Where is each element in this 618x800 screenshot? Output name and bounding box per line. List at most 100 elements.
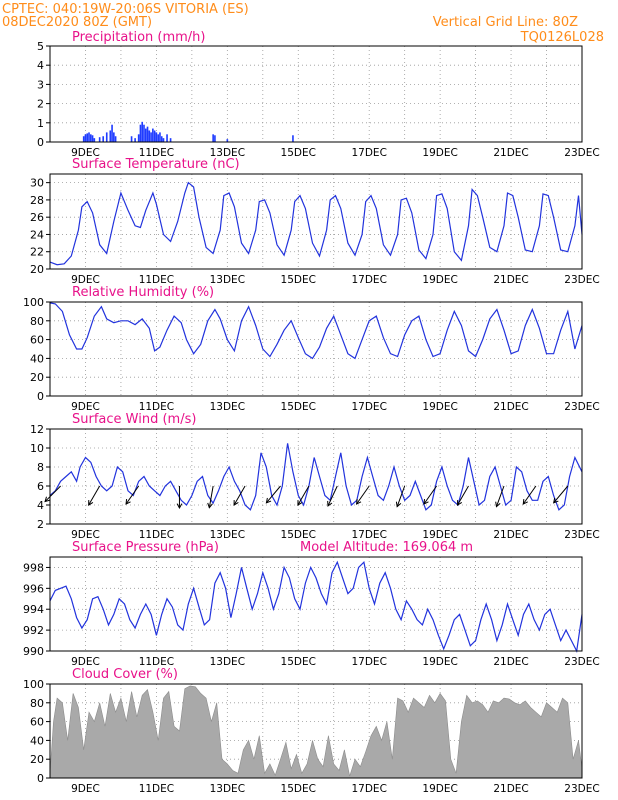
wind-xtick-label: 19DEC	[422, 529, 457, 541]
temp-series-line	[49, 181, 583, 266]
cloud-ytick-label: 0	[37, 772, 44, 785]
wind-series-line	[49, 443, 583, 511]
precip-bar	[109, 130, 112, 142]
press-xtick-label: 21DEC	[493, 656, 528, 668]
wind-xtick-label: 21DEC	[493, 529, 528, 541]
precip-bar	[169, 138, 172, 142]
wind-ytick-label: 6	[37, 480, 44, 493]
press-series-line	[49, 560, 583, 653]
precip-bar	[152, 128, 154, 142]
wind-frame	[49, 428, 583, 525]
wind-arrow	[327, 485, 338, 507]
press-ytick-label: 992	[23, 624, 44, 637]
cloud-ytick-label: 80	[30, 697, 44, 710]
cloud-ytick-label: 100	[23, 678, 44, 691]
temp-ytick-label: 26	[30, 211, 44, 224]
cloud-xtick-label: 21DEC	[493, 783, 528, 795]
precip-xtick-label: 23DEC	[564, 147, 599, 159]
precip-bar	[84, 134, 87, 142]
wind-arrow	[522, 485, 537, 505]
precip-bar	[157, 134, 159, 142]
precip-ytick-label: 3	[37, 78, 44, 91]
temp-xtick-label: 15DEC	[281, 274, 316, 286]
press-xtick-label: 15DEC	[281, 656, 316, 668]
press-xtick-label: 11DEC	[139, 656, 174, 668]
wind-xtick-label: 15DEC	[281, 529, 316, 541]
wind-xtick-label: 13DEC	[210, 529, 245, 541]
header-date: 08DEC2020 80Z (GMT)	[2, 15, 152, 30]
precip-bar	[153, 130, 156, 142]
wind-xtick-label: 17DEC	[351, 529, 386, 541]
precip-bar	[292, 135, 294, 142]
temp-xtick-label: 23DEC	[564, 274, 599, 286]
precip-bar	[134, 138, 136, 142]
precip-frame	[49, 45, 583, 143]
precip-bar	[86, 133, 89, 142]
temp-xtick-label: 11DEC	[139, 274, 174, 286]
wind-arrow	[265, 485, 281, 504]
temp-ytick-label: 30	[30, 177, 44, 190]
press-ytick-label: 998	[23, 561, 44, 574]
precip-bar	[113, 132, 115, 142]
temp-title: Surface Temperature (nC)	[72, 157, 240, 172]
cloud-xtick-label: 17DEC	[351, 783, 386, 795]
wind-ytick-label: 8	[37, 461, 44, 474]
precip-bar	[88, 132, 90, 142]
wind-ytick-label: 10	[30, 442, 44, 455]
temp-grid	[50, 174, 583, 270]
precip-bar	[143, 124, 145, 142]
wind-arrow	[395, 485, 406, 508]
temp-frame	[49, 173, 583, 270]
cloud-panel: 0 20 40 60 80 100 9DEC 11DEC 13DEC 15DEC 17DEC 19DE…	[23, 678, 600, 795]
precip-bar	[214, 135, 216, 142]
temp-ytick-label: 24	[30, 228, 44, 241]
cloud-frame	[49, 683, 583, 779]
precip-bar	[162, 138, 165, 142]
cloud-title: Cloud Cover (%)	[72, 667, 178, 682]
precip-xtick-label: 19DEC	[422, 147, 457, 159]
precip-bar	[148, 130, 151, 142]
cloud-xtick-label: 15DEC	[281, 783, 316, 795]
header-model: TQ0126L028	[520, 30, 604, 45]
precip-bar	[98, 137, 101, 142]
precip-bar	[144, 128, 147, 142]
wind-arrow	[355, 485, 370, 505]
cloud-ytick-label: 40	[30, 734, 44, 747]
wind-arrow	[456, 485, 469, 506]
cloud-ytick-label: 20	[30, 753, 44, 766]
precip-bar	[91, 135, 94, 142]
precip-bar	[155, 132, 158, 142]
precip-bar	[146, 126, 149, 142]
cloud-cover-area	[49, 685, 583, 779]
precip-ytick-label: 4	[37, 59, 44, 72]
wind-xtick-label: 9DEC	[71, 529, 100, 541]
wind-ytick-label: 2	[37, 518, 44, 531]
wind-arrow	[176, 486, 183, 510]
precip-bar	[137, 134, 140, 142]
wind-arrow	[44, 485, 61, 503]
press-xtick-label: 19DEC	[422, 656, 457, 668]
precip-ytick-label: 0	[37, 136, 44, 149]
temp-xtick-label: 19DEC	[422, 274, 457, 286]
temp-panel: 20 22 24 26 28 30 9DEC 11DEC 13DEC 15DEC 17DEC 19DE…	[30, 173, 600, 286]
wind-arrow	[207, 485, 214, 509]
precip-ytick-label: 1	[37, 117, 44, 130]
wind-ytick-label: 4	[37, 499, 44, 512]
rh-ytick-label: 60	[30, 334, 44, 347]
precip-bar	[212, 134, 214, 142]
precip-grid	[50, 45, 583, 143]
press-xtick-label: 13DEC	[210, 656, 245, 668]
rh-xtick-label: 11DEC	[139, 401, 174, 413]
wind-ytick-label: 12	[30, 423, 44, 436]
precip-bar	[130, 136, 133, 142]
rh-ytick-label: 40	[30, 352, 44, 365]
rh-frame	[49, 301, 583, 397]
header-location: CPTEC: 040:19W-20:06S VITORIA (ES)	[2, 2, 249, 17]
wind-arrow	[297, 485, 310, 506]
precip-bar	[105, 132, 108, 142]
rh-panel: 0 20 40 60 80 100 9DEC 11DEC 13DEC 15DEC 17DEC 19DE…	[23, 296, 600, 413]
rh-xtick-label: 23DEC	[564, 401, 599, 413]
precip-panel: 0 1 2 3 4 5 9DEC 11DEC 13DEC 15DEC 17DEC 19DEC 21DEC…	[37, 40, 600, 159]
header-grid-line: Vertical Grid Line: 80Z	[433, 15, 578, 30]
